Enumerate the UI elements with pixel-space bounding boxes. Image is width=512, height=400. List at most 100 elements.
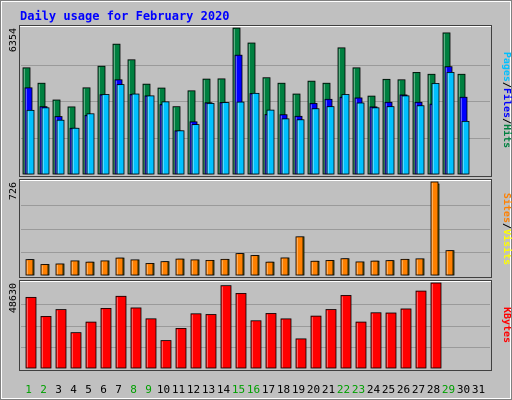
legend-separator: / [501,118,512,124]
bar-pages-day-5 [86,113,95,175]
bar-sites-day-13 [205,259,214,276]
bar-kbytes-day-5 [85,321,97,369]
panel-visits_sites: 726 Sites/Visits [8,179,512,278]
bar-pages-day-3 [56,119,65,175]
bar-sites-day-18 [280,257,289,276]
bar-sites-day-4 [70,260,79,276]
bar-pages-day-27 [416,105,425,175]
bar-sites-day-5 [85,261,94,276]
bar-sites-day-11 [175,258,184,276]
bar-kbytes-day-10 [160,340,172,369]
bar-sites-day-20 [310,260,319,276]
legend-pages: Pages [501,52,512,82]
bar-kbytes-day-24 [370,312,382,369]
x-tick-label-day-18: 18 [277,383,290,396]
x-tick-label-day-23: 23 [352,383,365,396]
bar-pages-day-4 [71,127,80,175]
bar-sites-day-28 [430,181,439,276]
x-tick-label-day-21: 21 [322,383,335,396]
bar-pages-day-10 [161,101,170,175]
x-tick-label-day-16: 16 [247,383,260,396]
bar-sites-day-7 [115,257,124,276]
bar-kbytes-day-13 [205,314,217,369]
bar-sites-day-6 [100,260,109,276]
bar-pages-day-20 [311,108,320,175]
bar-sites-day-8 [130,259,139,276]
bar-pages-day-22 [341,94,350,175]
bar-sites-day-21 [325,260,334,276]
bar-pages-day-21 [326,106,335,175]
x-tick-label-day-26: 26 [397,383,410,396]
bar-sites-day-25 [385,260,394,276]
x-tick-label-day-8: 8 [130,383,137,396]
bar-kbytes-day-1 [25,296,37,369]
bar-kbytes-day-28 [430,282,442,369]
bar-pages-day-7 [116,84,125,175]
bar-sites-day-9 [145,263,154,276]
bar-kbytes-day-22 [340,295,352,369]
bar-pages-day-25 [386,106,395,175]
bar-pages-day-26 [401,95,410,175]
bar-pages-day-8 [131,93,140,175]
panel-max-label: 48630 [8,283,19,313]
bar-pages-day-17 [266,109,275,175]
bar-sites-day-15 [235,253,244,276]
bar-pages-day-13 [206,103,215,175]
bar-sites-day-14 [220,258,229,276]
bar-pages-day-16 [251,92,260,175]
x-tick-label-day-11: 11 [172,383,185,396]
bar-pages-day-30 [461,120,470,175]
bar-sites-day-10 [160,261,169,276]
bar-pages-day-15 [236,101,245,175]
bar-kbytes-day-7 [115,295,127,369]
panel-kbytes: 48630 KBytes [8,280,512,371]
bar-kbytes-day-18 [280,318,292,369]
bar-sites-day-24 [370,260,379,276]
bar-sites-day-27 [415,258,424,276]
bar-pages-day-29 [446,72,455,175]
bar-pages-day-1 [26,109,35,175]
legend-separator: / [501,82,512,88]
x-tick-label-day-10: 10 [157,383,170,396]
bar-kbytes-day-8 [130,307,142,369]
x-tick-label-day-5: 5 [85,383,92,396]
bar-sites-day-29 [445,250,454,276]
x-axis-day-labels: 1 2 3 4 5 6 7 8 9 10 11 12 13 14 15 16 17 18 19 20 21 22 23 24 2… [25,383,485,396]
x-tick-label-day-19: 19 [292,383,305,396]
x-tick-label-day-31: 31 [472,383,485,396]
legend-kbytes: KBytes [501,307,512,343]
chart-panels: 6354Pages/Files/Hits726Sites/Visits48630… [8,25,512,371]
bar-kbytes-day-17 [265,313,277,369]
bar-sites-day-19 [295,236,304,276]
bar-sites-day-23 [355,261,364,276]
x-tick-label-day-4: 4 [70,383,77,396]
bar-pages-day-2 [41,107,50,175]
bar-pages-day-14 [221,102,230,175]
bar-sites-day-17 [265,261,274,276]
x-tick-label-day-24: 24 [367,383,381,396]
bar-kbytes-day-27 [415,290,427,369]
bar-kbytes-day-19 [295,338,307,369]
series-kbytes [25,282,442,369]
bar-kbytes-day-11 [175,328,187,369]
x-tick-label-day-25: 25 [382,383,395,396]
x-tick-label-day-9: 9 [145,383,152,396]
x-tick-label-day-7: 7 [115,383,122,396]
x-tick-label-day-30: 30 [457,383,470,396]
legend-visits: Visits [501,229,512,265]
legend-separator: / [501,223,512,229]
x-tick-label-day-29: 29 [442,383,455,396]
x-tick-label-day-13: 13 [202,383,215,396]
bar-pages-day-11 [176,130,185,175]
series-pages [26,72,470,175]
bar-pages-day-23 [356,102,365,175]
x-tick-label-day-22: 22 [337,383,350,396]
bar-kbytes-day-14 [220,285,232,369]
x-tick-label-day-17: 17 [262,383,275,396]
panel-max-label: 6354 [8,28,19,52]
x-tick-label-day-6: 6 [100,383,107,396]
bar-kbytes-day-21 [325,309,337,369]
series-sites [25,181,454,276]
bar-pages-day-9 [146,95,155,175]
